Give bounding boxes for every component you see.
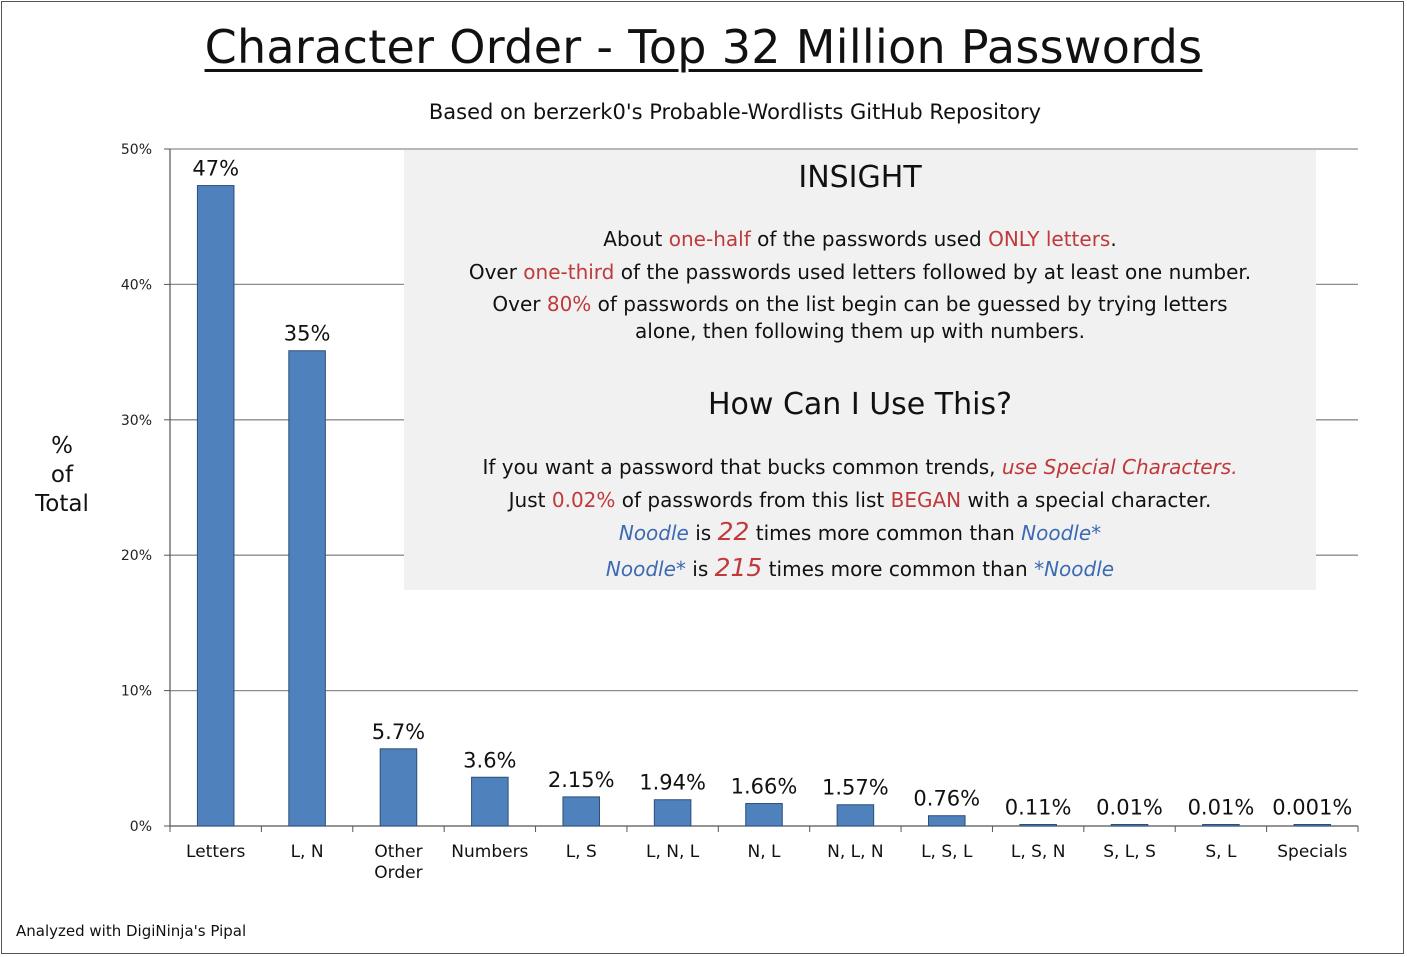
data-label: 0.01% [1188, 796, 1255, 820]
data-label: 0.11% [1005, 796, 1072, 820]
y-tick-label: 0% [130, 819, 152, 835]
category-label: Numbers [451, 842, 528, 862]
insight-line-3: Over 80% of passwords on the list begin … [492, 292, 1228, 316]
y-tick-label: 40% [121, 277, 152, 293]
insight-line-2: Over one-third of the passwords used let… [468, 260, 1252, 284]
y-tick-label: 10% [121, 684, 152, 700]
y-tick-label: 50% [121, 142, 152, 158]
use-heading: How Can I Use This? [707, 387, 1013, 422]
category-label: S, L, S [1103, 842, 1156, 862]
bar [288, 350, 326, 827]
y-axis-label-line: of [50, 462, 74, 488]
y-tick-label: 30% [121, 413, 152, 429]
bar [745, 803, 783, 827]
data-label: 3.6% [463, 748, 516, 772]
bar [562, 796, 601, 827]
category-label: L, S, N [1011, 842, 1066, 862]
data-label: 35% [284, 322, 331, 346]
data-label: 0.01% [1096, 796, 1163, 820]
data-label: 1.66% [731, 775, 798, 799]
bar [471, 776, 509, 827]
data-label: 5.7% [372, 720, 425, 744]
insight-line-1: About one-half of the passwords used ONL… [603, 227, 1117, 251]
data-label: 1.57% [822, 776, 889, 800]
use-line-4: Noodle* is 215 times more common than *N… [605, 553, 1115, 582]
category-label: S, L [1205, 842, 1237, 862]
bar [927, 815, 966, 827]
bar [1110, 824, 1149, 827]
y-axis-label-line: % [51, 433, 73, 459]
category-label: N, L [748, 842, 782, 862]
data-label: 2.15% [548, 768, 615, 792]
chart-title: Character Order - Top 32 Million Passwor… [204, 20, 1203, 74]
footer-note: Analyzed with DigiNinja's Pipal [16, 922, 247, 940]
use-line-1: If you want a password that bucks common… [482, 455, 1238, 479]
category-label: N, L, N [827, 842, 884, 862]
bar [836, 804, 875, 827]
bar [379, 748, 418, 827]
category-label: Order [374, 863, 422, 883]
bar [1293, 824, 1332, 827]
category-label: L, S [566, 842, 597, 862]
bar [1202, 824, 1240, 827]
y-axis-label-line: Total [35, 491, 89, 517]
use-line-2: Just 0.02% of passwords from this list B… [508, 488, 1212, 512]
data-label: 0.76% [913, 787, 980, 811]
insight-panel [404, 150, 1316, 590]
bar [1019, 824, 1057, 827]
bar [653, 799, 692, 827]
category-label: L, N [291, 842, 324, 862]
chart-subtitle: Based on berzerk0's Probable-Wordlists G… [428, 100, 1042, 124]
data-label: 1.94% [639, 771, 706, 795]
y-tick-label: 20% [121, 548, 152, 564]
category-label: Letters [186, 842, 245, 862]
category-label: Specials [1277, 842, 1347, 862]
data-label: 47% [192, 157, 239, 181]
insight-line-4: alone, then following them up with numbe… [635, 319, 1085, 343]
category-label: L, N, L [646, 842, 700, 862]
use-line-3: Noodle is 22 times more common than Nood… [618, 517, 1102, 546]
bar [196, 185, 235, 827]
y-axis-label: % of Total [20, 432, 104, 519]
category-label: Other [374, 842, 422, 862]
data-label: 0.001% [1272, 796, 1352, 820]
insight-heading: INSIGHT [798, 160, 922, 195]
category-label: L, S, L [921, 842, 973, 862]
